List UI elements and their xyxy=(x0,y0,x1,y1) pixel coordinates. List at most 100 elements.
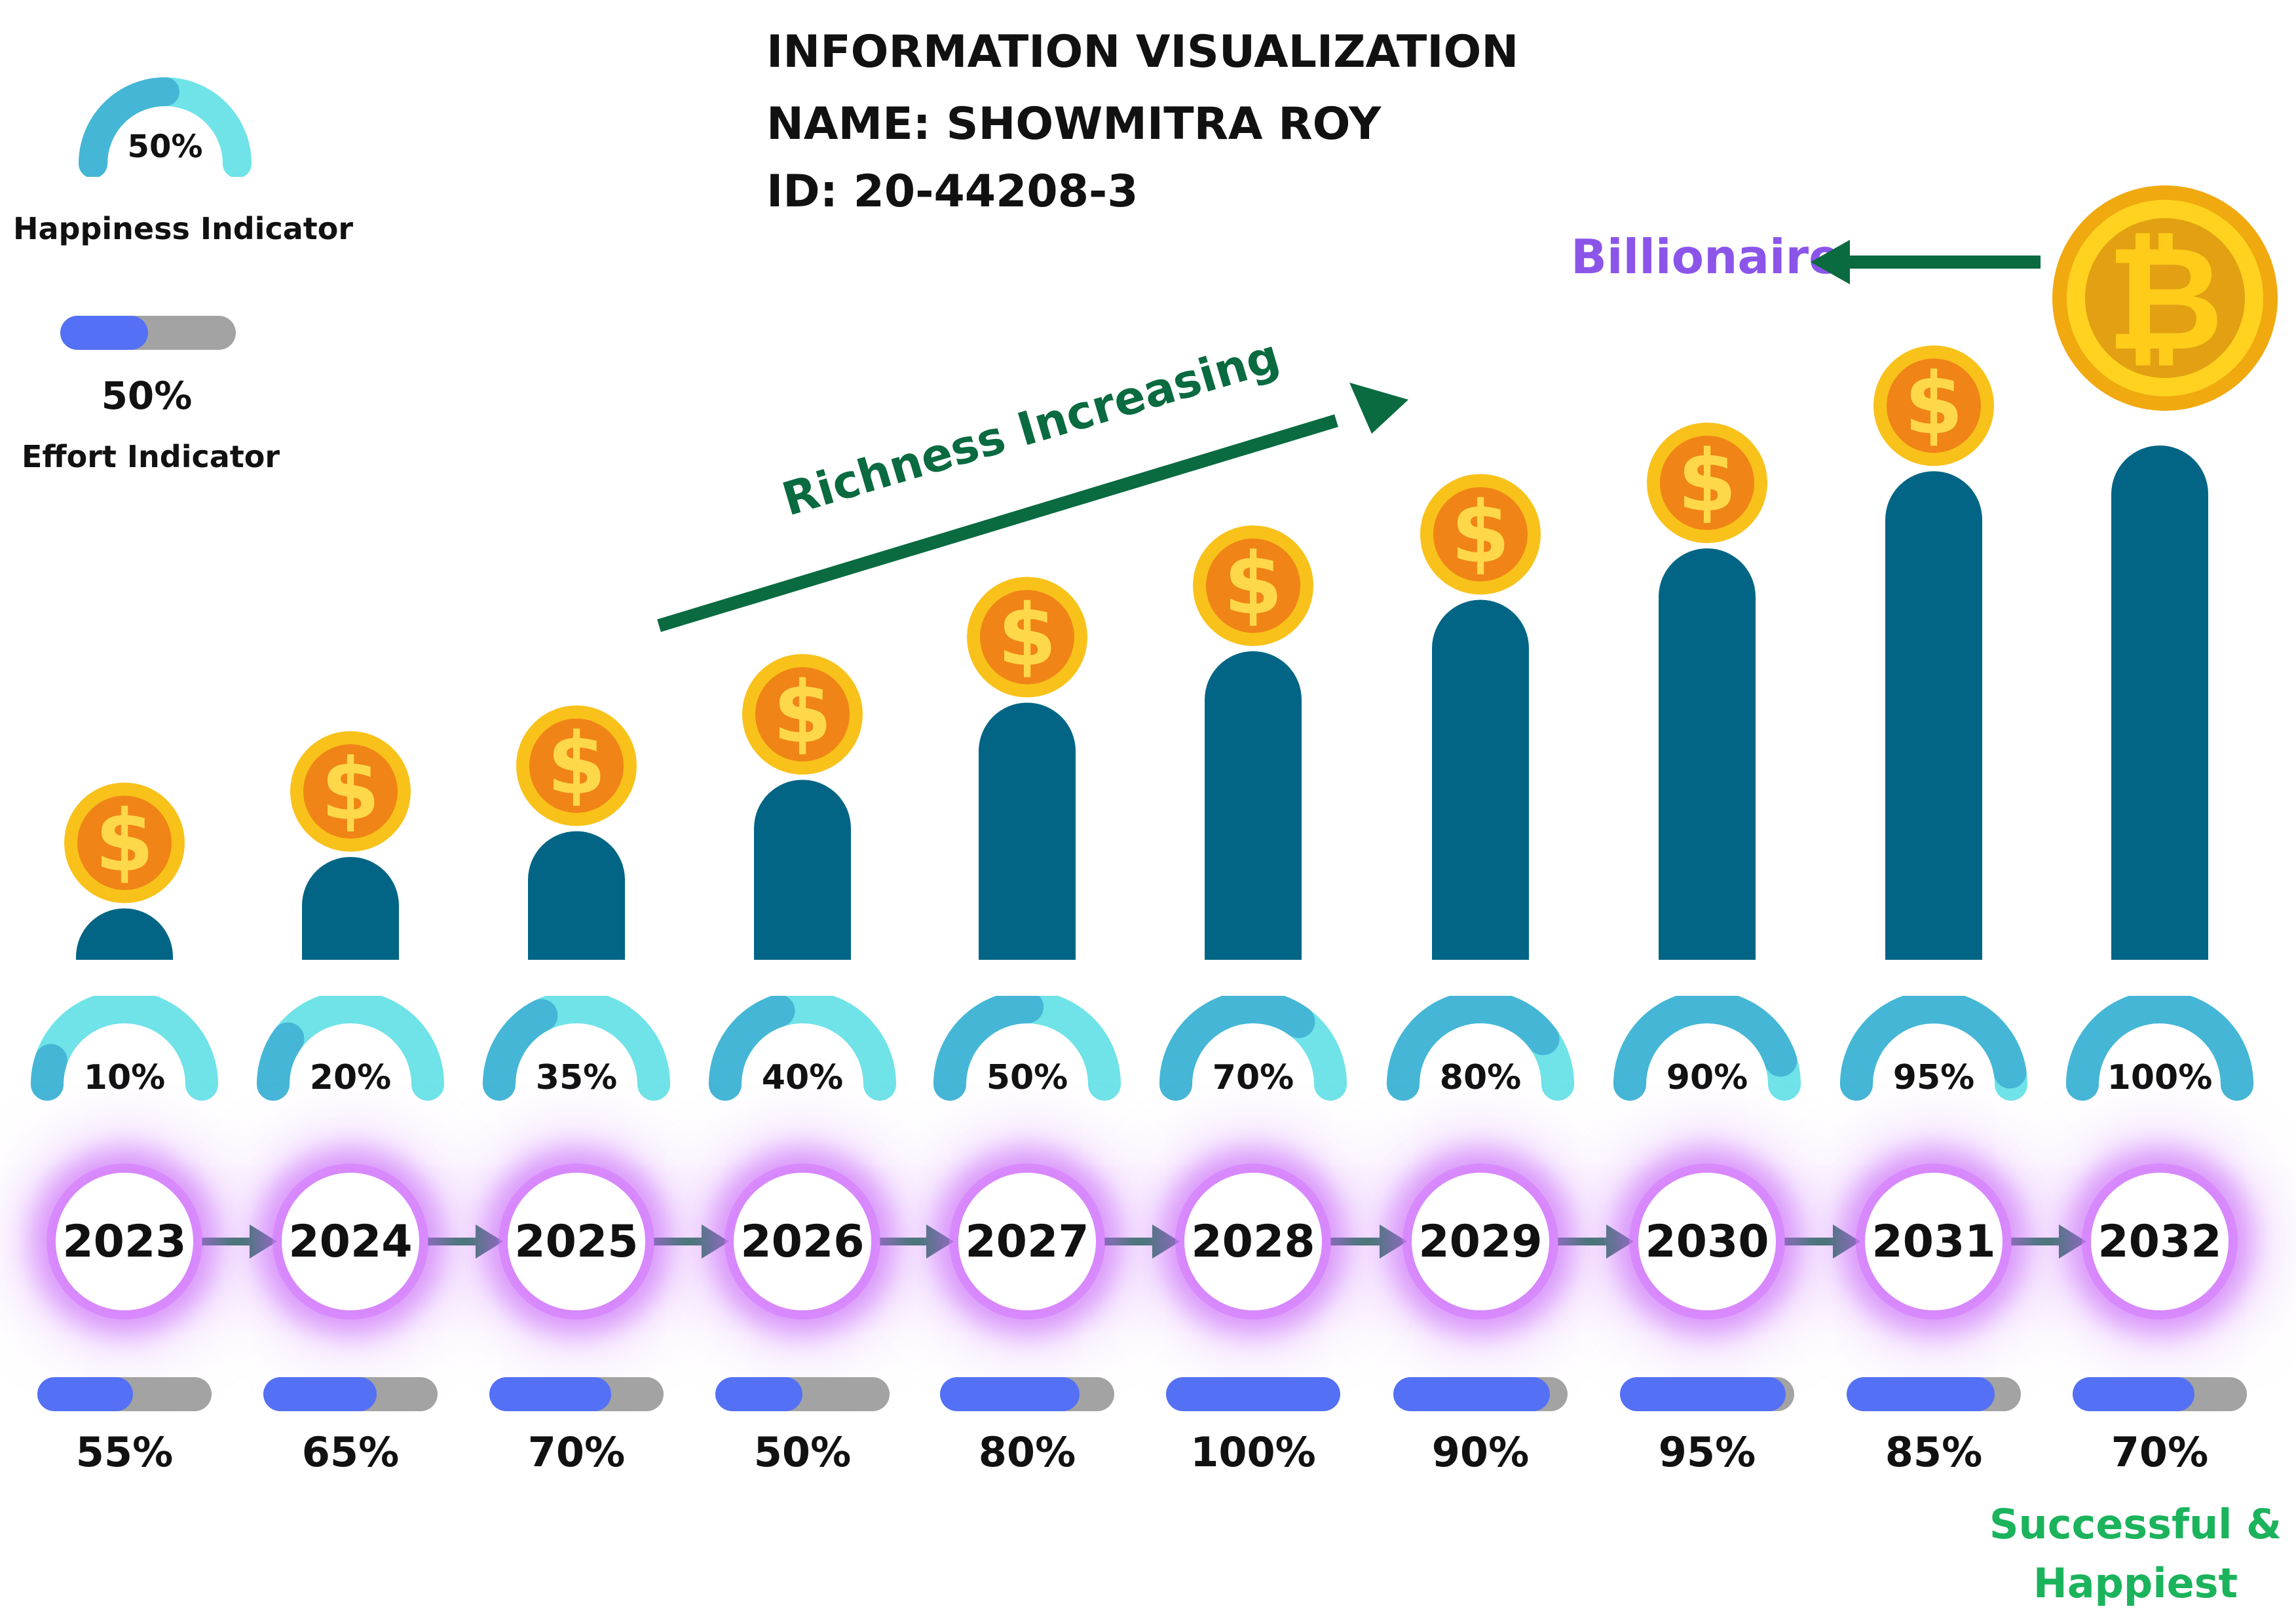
effort-bar-fill xyxy=(1847,1377,1995,1411)
year-node-2030: 2030 xyxy=(1638,1173,1776,1310)
svg-text:$: $ xyxy=(95,791,154,891)
year-node-2032: 2032 xyxy=(2091,1173,2229,1310)
bar-2023 xyxy=(76,908,173,960)
year-label: 2028 xyxy=(1191,1215,1315,1268)
effort-value-2023: 55% xyxy=(75,1428,174,1476)
happiness-value-2031: 95% xyxy=(1892,1058,1975,1097)
effort-bar-2029 xyxy=(1393,1377,1568,1411)
happiness-gauge-fill-2032 xyxy=(2066,996,2253,1101)
happiness-gauge-fill-2030 xyxy=(1613,996,1797,1101)
bar-2025 xyxy=(528,831,626,960)
title-line-2: NAME: SHOWMITRA ROY xyxy=(766,98,1382,150)
legend-effort-value: 50% xyxy=(101,373,193,418)
year-node-2029: 2029 xyxy=(1412,1173,1549,1310)
happiness-gauge-fill-2024 xyxy=(256,1022,305,1101)
arrow-right-icon xyxy=(2011,1224,2086,1259)
bar-2029 xyxy=(1432,599,1529,960)
effort-bar-fill xyxy=(37,1377,134,1411)
effort-bar-2023 xyxy=(37,1377,212,1411)
legend-effort-bar xyxy=(60,316,236,350)
svg-text:$: $ xyxy=(1224,534,1283,634)
legend-happiness-gauge-icon xyxy=(79,77,252,177)
dollar-coin-icon: $ xyxy=(1873,345,1994,466)
year-label: 2023 xyxy=(62,1215,187,1268)
year-label: 2030 xyxy=(1645,1215,1769,1268)
legend-effort-label: Effort Indicator xyxy=(21,439,280,474)
year-node-2031: 2031 xyxy=(1865,1173,2003,1310)
happiness-gauge-fill-2031 xyxy=(1840,996,2027,1101)
effort-value-2030: 95% xyxy=(1658,1428,1756,1476)
effort-value-2032: 70% xyxy=(2111,1428,2209,1476)
happiness-gauge-fill-2029 xyxy=(1387,996,1560,1101)
bar-2026 xyxy=(754,780,851,960)
arrow-right-icon xyxy=(428,1224,503,1259)
happiness-value-2027: 50% xyxy=(986,1058,1068,1097)
timeline-arrows xyxy=(202,1224,2086,1259)
billionaire-arrow-icon xyxy=(1811,240,2041,284)
dollar-coin-icon: $ xyxy=(290,731,411,852)
effort-bar-fill xyxy=(1393,1377,1551,1411)
happiness-gauge-fill-2026 xyxy=(709,996,795,1101)
effort-bar-2026 xyxy=(715,1377,890,1411)
happiness-value-2029: 80% xyxy=(1439,1058,1522,1097)
effort-value-2029: 90% xyxy=(1431,1428,1530,1476)
dollar-coin-icon: $ xyxy=(742,654,863,775)
arrow-right-icon xyxy=(1330,1224,1407,1259)
year-label: 2024 xyxy=(288,1215,413,1268)
year-label: 2032 xyxy=(2098,1215,2222,1268)
dollar-coin-icon: $ xyxy=(1647,423,1767,543)
bar-2030 xyxy=(1659,548,1756,960)
svg-text:$: $ xyxy=(998,586,1057,685)
final-status: Successful & Happiest xyxy=(1978,1495,2293,1613)
effort-bar-2024 xyxy=(263,1377,438,1411)
svg-text:₿: ₿ xyxy=(2106,215,2223,383)
dollar-coin-icon: $ xyxy=(1420,474,1541,595)
svg-text:$: $ xyxy=(321,740,380,839)
legend-effort-fill xyxy=(60,316,148,350)
happiness-value-2032: 100% xyxy=(2107,1058,2213,1097)
final-status-line-2: Happiest xyxy=(2033,1559,2238,1607)
svg-text:$: $ xyxy=(1904,354,1963,453)
arrow-right-icon xyxy=(880,1224,954,1259)
year-node-2025: 2025 xyxy=(508,1173,645,1310)
richness-arrow-icon xyxy=(657,383,1408,632)
svg-text:$: $ xyxy=(773,662,832,762)
year-label: 2026 xyxy=(740,1215,865,1268)
bar-chart: $ $ $ $ $ $ $ $ $ xyxy=(64,345,2208,960)
dollar-coin-icon: $ xyxy=(967,577,1087,698)
effort-value-2027: 80% xyxy=(978,1428,1076,1476)
billionaire-label: Billionaire xyxy=(1571,229,1841,284)
effort-value-2024: 65% xyxy=(301,1428,400,1476)
dollar-coin-icon: $ xyxy=(516,705,637,826)
year-node-2024: 2024 xyxy=(282,1173,419,1310)
legend-happiness-label: Happiness Indicator xyxy=(13,211,354,246)
bitcoin-icon: ₿ xyxy=(2052,185,2278,411)
happiness-value-2028: 70% xyxy=(1212,1058,1294,1097)
svg-text:$: $ xyxy=(1678,431,1737,531)
effort-bar-2028 xyxy=(1166,1377,1340,1411)
title-line-1: INFORMATION VISUALIZATION xyxy=(766,26,1519,78)
title-line-3: ID: 20-44208-3 xyxy=(766,166,1139,218)
effort-bar-fill xyxy=(1166,1377,1340,1411)
year-label: 2031 xyxy=(1872,1215,1996,1268)
effort-bar-fill xyxy=(940,1377,1080,1411)
year-node-2028: 2028 xyxy=(1184,1173,1322,1310)
bar-2032 xyxy=(2111,446,2208,960)
effort-value-2028: 100% xyxy=(1190,1428,1316,1476)
year-node-2026: 2026 xyxy=(734,1173,871,1310)
legend-happiness-value: 50% xyxy=(127,128,203,165)
svg-text:$: $ xyxy=(547,714,606,814)
arrow-right-icon xyxy=(1784,1224,1860,1259)
happiness-gauge-fill-2028 xyxy=(1159,996,1315,1101)
happiness-gauge-fill-2027 xyxy=(933,996,1044,1101)
year-label: 2025 xyxy=(514,1215,639,1268)
effort-bar-fill xyxy=(715,1377,802,1411)
effort-bar-2031 xyxy=(1847,1377,2021,1411)
happiness-gauges xyxy=(31,996,2253,1101)
arrow-right-icon xyxy=(654,1224,729,1259)
effort-bar-fill xyxy=(263,1377,377,1411)
happiness-gauge-fill-2025 xyxy=(483,998,558,1101)
happiness-value-2026: 40% xyxy=(761,1058,844,1097)
effort-bar-fill xyxy=(1620,1377,1786,1411)
final-status-line-1: Successful & xyxy=(1989,1500,2282,1548)
